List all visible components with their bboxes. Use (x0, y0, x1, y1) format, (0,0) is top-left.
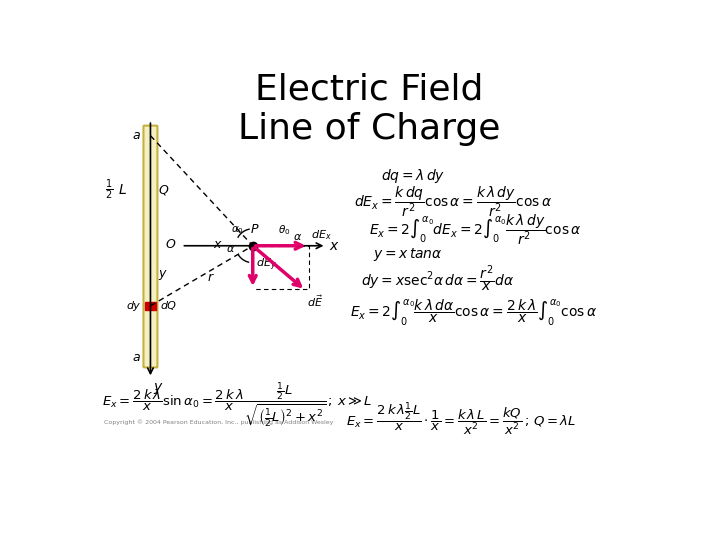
Text: a: a (132, 129, 140, 142)
Text: Q: Q (158, 184, 168, 197)
Text: $dy = x\sec^2\!\alpha \, d\alpha = \dfrac{r^2}{x}d\alpha$: $dy = x\sec^2\!\alpha \, d\alpha = \dfra… (361, 264, 515, 294)
Bar (145, 302, 156, 309)
Text: $E_x = \dfrac{2 \, k \, \lambda}{x}\sin\alpha_0 = \dfrac{2 \, k \, \lambda}{x}\d: $E_x = \dfrac{2 \, k \, \lambda}{x}\sin\… (102, 381, 372, 430)
Text: Copyright © 2004 Pearson Education, Inc., publishing as Addison Wesley: Copyright © 2004 Pearson Education, Inc.… (104, 420, 333, 425)
Text: y: y (158, 267, 166, 280)
Text: $dE_x$: $dE_x$ (311, 228, 332, 242)
Text: dy: dy (127, 301, 140, 311)
Text: $dq = \lambda \, dy$: $dq = \lambda \, dy$ (381, 167, 445, 185)
Text: $E_x = \dfrac{2 \, k \, \lambda \frac{1}{2}L}{x} \cdot \dfrac{1}{x} = \dfrac{k \: $E_x = \dfrac{2 \, k \, \lambda \frac{1}… (346, 400, 576, 438)
Text: $\alpha$: $\alpha$ (225, 244, 235, 254)
Text: $dE_y$: $dE_y$ (256, 257, 276, 273)
Text: a: a (132, 351, 140, 364)
Text: $d\vec{E}$: $d\vec{E}$ (307, 294, 323, 309)
Text: y: y (153, 380, 162, 394)
Text: $\theta_0$: $\theta_0$ (277, 224, 290, 237)
Text: r: r (208, 271, 213, 284)
Text: $\alpha$: $\alpha$ (293, 232, 302, 241)
Text: $\alpha_0$: $\alpha_0$ (231, 224, 244, 235)
Text: $L$: $L$ (118, 183, 127, 197)
Text: $y = x\, tan\alpha$: $y = x\, tan\alpha$ (373, 246, 443, 264)
Text: P: P (251, 222, 258, 236)
Text: $E_x = 2\int_0^{\alpha_0}\dfrac{k \, \lambda \, d\alpha}{x}\cos\alpha = \dfrac{2: $E_x = 2\int_0^{\alpha_0}\dfrac{k \, \la… (350, 298, 597, 328)
Text: dQ: dQ (161, 301, 176, 311)
Text: O: O (166, 238, 175, 251)
Text: Electric Field
Line of Charge: Electric Field Line of Charge (238, 72, 500, 146)
Text: $dE_x = \dfrac{k \, dq}{r^2}\cos\alpha = \dfrac{k \, \lambda \, dy}{r^2}\cos\alp: $dE_x = \dfrac{k \, dq}{r^2}\cos\alpha =… (354, 184, 552, 219)
Text: $E_x = 2\int_0^{\alpha_0} dE_x = 2\int_0^{\alpha_0}\dfrac{k \, \lambda \, dy}{r^: $E_x = 2\int_0^{\alpha_0} dE_x = 2\int_0… (369, 212, 582, 247)
Text: x: x (330, 239, 338, 253)
Text: x: x (213, 238, 221, 251)
Text: $\frac{1}{2}$: $\frac{1}{2}$ (105, 178, 114, 202)
FancyBboxPatch shape (143, 126, 158, 367)
